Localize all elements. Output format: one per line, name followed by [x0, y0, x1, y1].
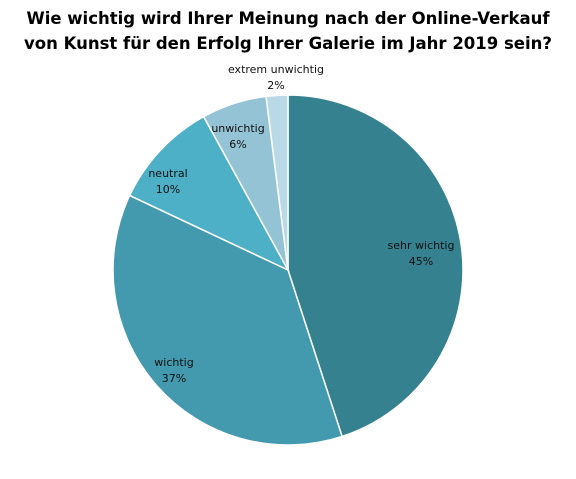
chart-title: Wie wichtig wird Ihrer Meinung nach der …: [0, 6, 576, 56]
slice-value-extrem-unwichtig: 2%: [267, 79, 284, 92]
pie-slice-neutral: [128, 115, 290, 272]
slice-value-wichtig: 37%: [162, 372, 186, 385]
slice-label-extrem-unwichtig: extrem unwichtig: [228, 63, 324, 76]
pie-slice-wichtig: [112, 194, 344, 446]
slice-label-sehr-wichtig: sehr wichtig: [388, 239, 455, 252]
slice-value-neutral: 10%: [156, 183, 180, 196]
chart-title-line-1: Wie wichtig wird Ihrer Meinung nach der …: [26, 9, 550, 28]
slice-value-unwichtig: 6%: [229, 138, 246, 151]
slice-label-neutral: neutral: [148, 167, 187, 180]
chart-title-line-2: von Kunst für den Erfolg Ihrer Galerie i…: [24, 34, 552, 53]
slice-value-sehr-wichtig: 45%: [409, 255, 433, 268]
slice-label-wichtig: wichtig: [154, 356, 193, 369]
pie-slice-extrem-unwichtig: [265, 94, 289, 271]
pie-slice-sehr-wichtig: [287, 94, 464, 438]
slice-label-unwichtig: unwichtig: [211, 122, 264, 135]
